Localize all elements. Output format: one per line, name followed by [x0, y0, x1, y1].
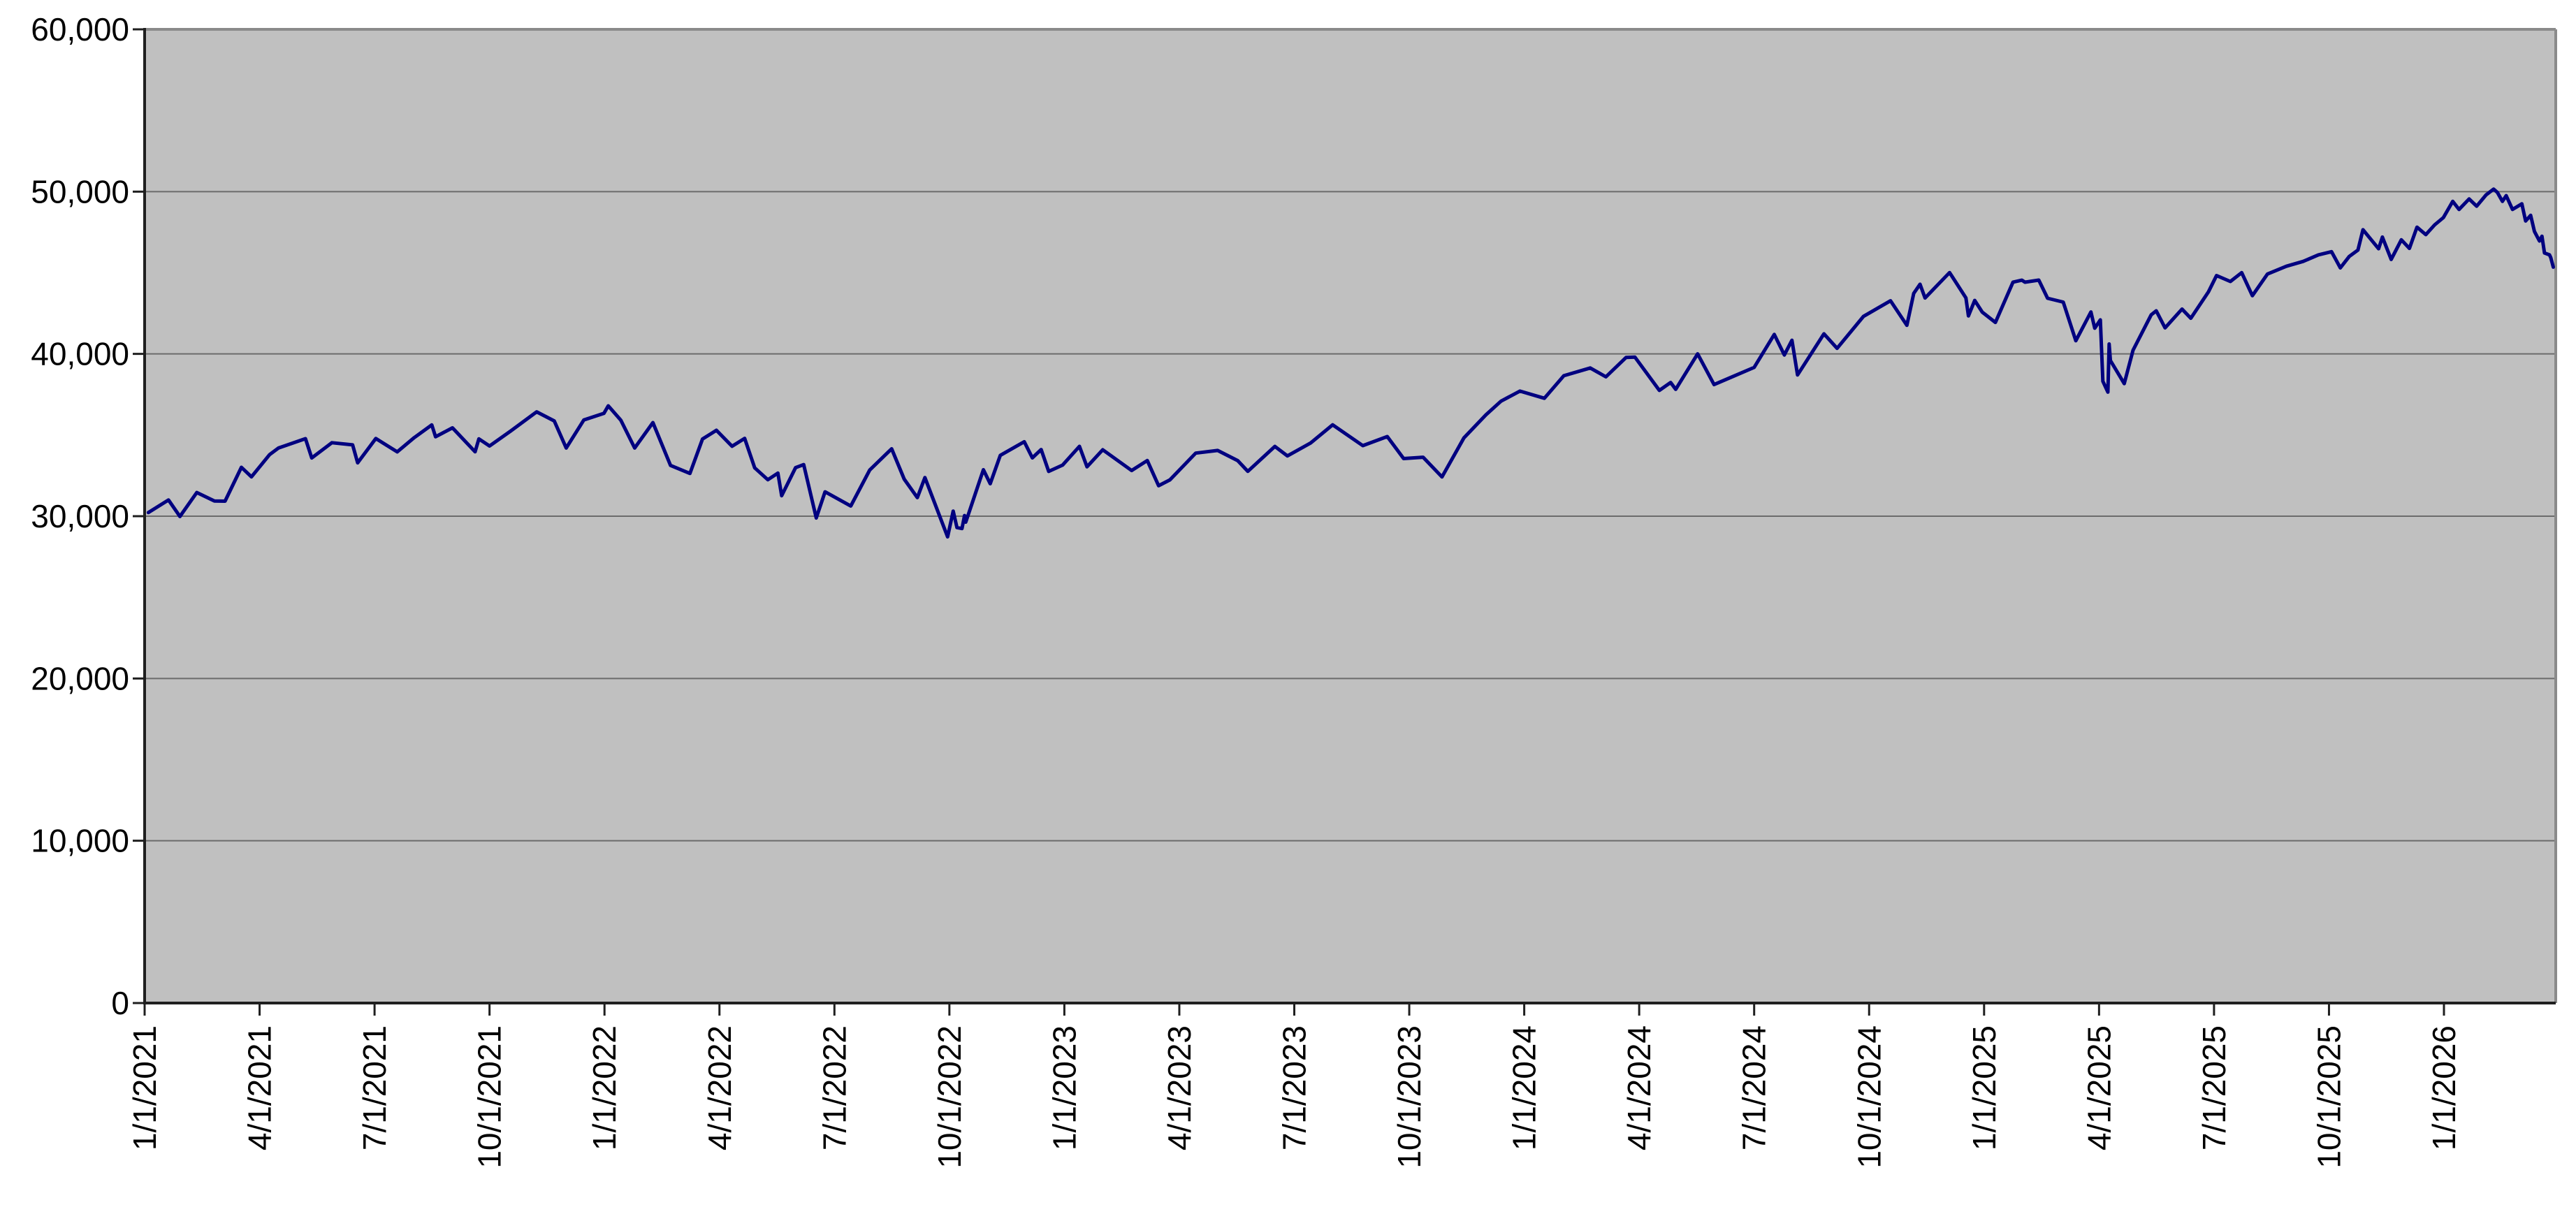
x-tick-label: 1/1/2024 — [1506, 1025, 1543, 1150]
x-tick-label: 10/1/2023 — [1391, 1025, 1427, 1169]
y-tick-label: 40,000 — [31, 336, 129, 372]
x-tick-label: 4/1/2024 — [1621, 1025, 1657, 1150]
x-tick-label: 1/1/2021 — [126, 1025, 163, 1150]
x-tick-label: 7/1/2021 — [356, 1025, 393, 1150]
x-tick-label: 10/1/2021 — [472, 1025, 508, 1169]
x-tick-label: 1/1/2025 — [1966, 1025, 2002, 1150]
x-tick-label: 7/1/2024 — [1736, 1025, 1773, 1150]
series-line — [146, 187, 2555, 539]
y-tick-label: 60,000 — [31, 11, 129, 47]
x-tick-label: 7/1/2023 — [1276, 1025, 1313, 1150]
x-tick-label: 10/1/2024 — [1851, 1025, 1887, 1169]
x-tick-label: 1/1/2023 — [1046, 1025, 1082, 1150]
x-tick-label: 10/1/2025 — [2311, 1025, 2347, 1169]
x-tick-label: 4/1/2022 — [701, 1025, 738, 1150]
y-tick-label: 0 — [111, 985, 129, 1021]
x-tick-label: 1/1/2022 — [586, 1025, 623, 1150]
x-tick-label: 4/1/2025 — [2081, 1025, 2117, 1150]
x-tick-label: 10/1/2022 — [931, 1025, 968, 1169]
x-tick-label: 1/1/2026 — [2426, 1025, 2462, 1150]
y-tick-label: 10,000 — [31, 823, 129, 859]
y-tick-label: 20,000 — [31, 660, 129, 696]
x-tick-label: 4/1/2023 — [1161, 1025, 1198, 1150]
x-tick-label: 7/1/2025 — [2196, 1025, 2232, 1150]
y-tick-label: 30,000 — [31, 498, 129, 534]
y-tick-label: 50,000 — [31, 173, 129, 210]
x-tick-label: 4/1/2021 — [242, 1025, 278, 1150]
x-tick-label: 7/1/2022 — [816, 1025, 852, 1150]
